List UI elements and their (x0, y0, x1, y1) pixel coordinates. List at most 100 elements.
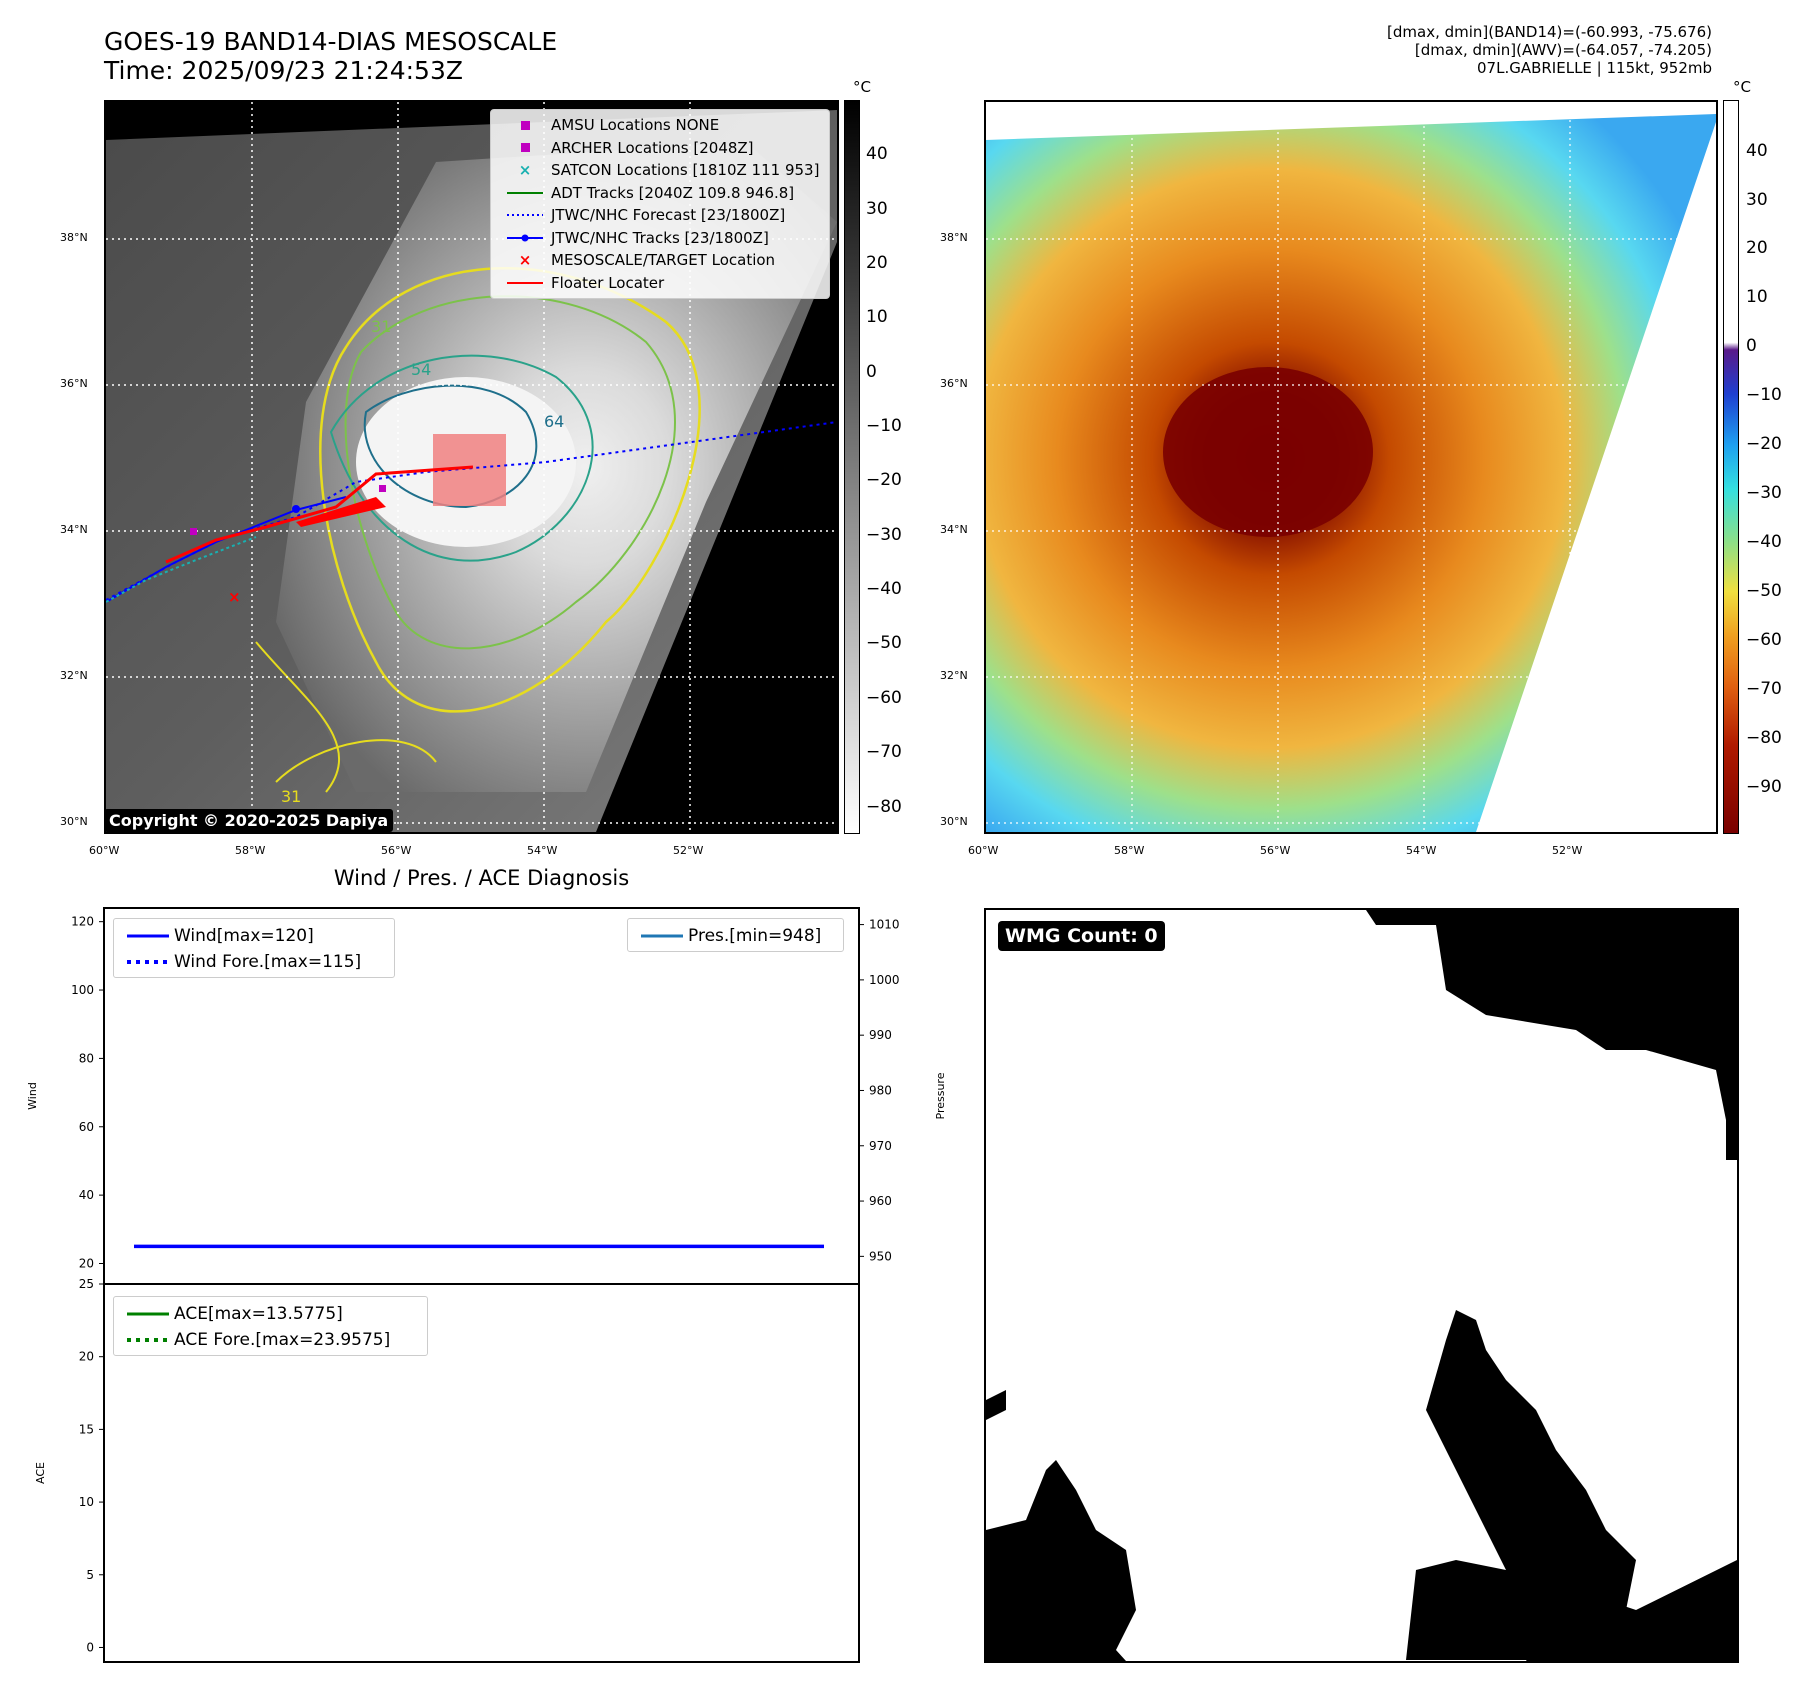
wv-lat-tick: 30°N (940, 815, 968, 828)
ir-map-legend: AMSU Locations NONE ARCHER Locations [20… (490, 109, 830, 299)
legend-item: ARCHER Locations [2048Z] (499, 137, 821, 160)
jtwc-track (106, 496, 347, 603)
wv-cbar-tick: −70 (1746, 679, 1782, 699)
wv-cbar-tick: 40 (1746, 141, 1768, 161)
wind-tick-label: 20 (79, 1256, 94, 1270)
wv-cbar-tick: −30 (1746, 483, 1782, 503)
blue-line-dot-icon (499, 234, 551, 242)
legend-item: Floater Locater (499, 272, 821, 295)
wv-lon-tick: 52°W (1552, 844, 1583, 857)
legend-item: AMSU Locations NONE (499, 114, 821, 137)
ace-tick-label: 0 (86, 1640, 94, 1654)
blue-dotted-line-icon (122, 960, 174, 964)
wind-tick-label: 60 (79, 1120, 94, 1134)
ir-cbar-tick: 40 (866, 144, 888, 164)
title-line-product: GOES-19 BAND14-DIAS MESOSCALE (104, 27, 558, 56)
info-storm: 07L.GABRIELLE | 115kt, 952mb (1477, 59, 1712, 77)
ir-colorbar (844, 100, 860, 834)
wmg-region (986, 1460, 1136, 1661)
ir-cbar-tick: 10 (866, 307, 888, 327)
legend-label: ACE Fore.[max=23.9575] (174, 1330, 391, 1350)
figure-title: GOES-19 BAND14-DIAS MESOSCALE Time: 2025… (104, 27, 557, 85)
ir-lat-tick: 36°N (60, 377, 88, 390)
wv-colorbar-unit: °C (1733, 78, 1751, 96)
ir-cbar-tick: −70 (866, 742, 902, 762)
title-line-time: Time: 2025/09/23 21:24:53Z (104, 56, 463, 85)
wv-lon-tick: 54°W (1406, 844, 1437, 857)
red-line-icon (499, 281, 551, 285)
ir-lat-tick: 32°N (60, 669, 88, 682)
legend-item: Wind[max=120] (122, 923, 386, 949)
blue-dotted-line-icon (499, 213, 551, 217)
ir-lon-tick: 52°W (673, 844, 704, 857)
ir-lon-tick: 58°W (235, 844, 266, 857)
legend-item: JTWC/NHC Tracks [23/1800Z] (499, 227, 821, 250)
legend-label: JTWC/NHC Forecast [23/1800Z] (551, 206, 786, 225)
wind-tick-label: 80 (79, 1051, 94, 1065)
copyright-badge: Copyright © 2020-2025 Dapiya (104, 809, 394, 832)
wmg-mask-image (986, 910, 1737, 1661)
legend-item: Wind Fore.[max=115] (122, 949, 386, 975)
pressure-legend: Pres.[min=948] (627, 918, 844, 952)
wv-lat-tick: 38°N (940, 231, 968, 244)
wind-tick-label: 40 (79, 1188, 94, 1202)
intensity-info: [dmax, dmin](BAND14)=(-60.993, -75.676) … (1387, 23, 1712, 77)
ace-tick-label: 10 (79, 1495, 94, 1509)
pressure-tick-label: 970 (869, 1139, 892, 1153)
target-x-icon: × (228, 588, 241, 606)
ir-cbar-tick: 0 (866, 362, 877, 382)
legend-label: JTWC/NHC Tracks [23/1800Z] (551, 228, 769, 247)
legend-item: × SATCON Locations [1810Z 111 953] (499, 159, 821, 182)
wv-cbar-tick: −80 (1746, 728, 1782, 748)
ir-cbar-tick: −60 (866, 688, 902, 708)
contour-teal (329, 354, 594, 562)
ace-legend: ACE[max=13.5775] ACE Fore.[max=23.9575] (113, 1296, 428, 1356)
cyan-x-icon: × (518, 161, 532, 180)
pressure-tick-label: 1010 (869, 918, 900, 932)
wv-cbar-tick: −90 (1746, 777, 1782, 797)
ace-tick-label: 15 (79, 1422, 94, 1436)
ir-cbar-tick: 30 (866, 199, 888, 219)
legend-label: SATCON Locations [1810Z 111 953] (551, 161, 820, 180)
ir-lat-tick: 38°N (60, 231, 88, 244)
legend-item: JTWC/NHC Forecast [23/1800Z] (499, 204, 821, 227)
wv-lon-tick: 56°W (1260, 844, 1291, 857)
contour-label: 54 (411, 360, 431, 379)
pressure-tick-label: 980 (869, 1083, 892, 1097)
wv-lon-tick: 58°W (1114, 844, 1145, 857)
legend-label: Floater Locater (551, 273, 665, 292)
ir-cbar-tick: −30 (866, 525, 902, 545)
wmg-region (1366, 910, 1737, 1160)
legend-label: ARCHER Locations [2048Z] (551, 138, 754, 157)
ir-lon-tick: 56°W (381, 844, 412, 857)
legend-label: Wind[max=120] (174, 926, 314, 946)
ir-cbar-tick: −50 (866, 633, 902, 653)
wv-lat-tick: 32°N (940, 669, 968, 682)
legend-label: Wind Fore.[max=115] (174, 952, 362, 972)
wv-cbar-tick: −40 (1746, 532, 1782, 552)
info-band14: [dmax, dmin](BAND14)=(-60.993, -75.676) (1387, 23, 1712, 41)
blue-line-icon (122, 934, 174, 938)
ace-tick-label: 20 (79, 1350, 94, 1364)
wv-colorbar (1723, 100, 1739, 834)
wv-cbar-tick: −10 (1746, 385, 1782, 405)
wv-cbar-tick: −20 (1746, 434, 1782, 454)
info-awv: [dmax, dmin](AWV)=(-64.057, -74.205) (1414, 41, 1712, 59)
red-x-icon: × (518, 251, 532, 270)
contour-label: 31 (371, 317, 391, 336)
green-dotted-line-icon (122, 1338, 174, 1342)
pressure-axis-label: Pressure (934, 1072, 947, 1119)
green-line-icon (499, 191, 551, 195)
pressure-tick-label: 1000 (869, 973, 900, 987)
ace-axis-label: ACE (34, 1462, 47, 1484)
wv-cbar-tick: −50 (1746, 581, 1782, 601)
legend-item: ACE Fore.[max=23.9575] (122, 1327, 419, 1353)
wv-core (1163, 367, 1373, 537)
pressure-tick-label: 990 (869, 1028, 892, 1042)
forecast-track (106, 421, 837, 601)
ir-cbar-tick: −10 (866, 416, 902, 436)
wv-cbar-tick: 30 (1746, 190, 1768, 210)
ir-lon-tick: 60°W (89, 844, 120, 857)
wind-tick-label: 100 (71, 983, 94, 997)
contour-label: 64 (544, 412, 564, 431)
